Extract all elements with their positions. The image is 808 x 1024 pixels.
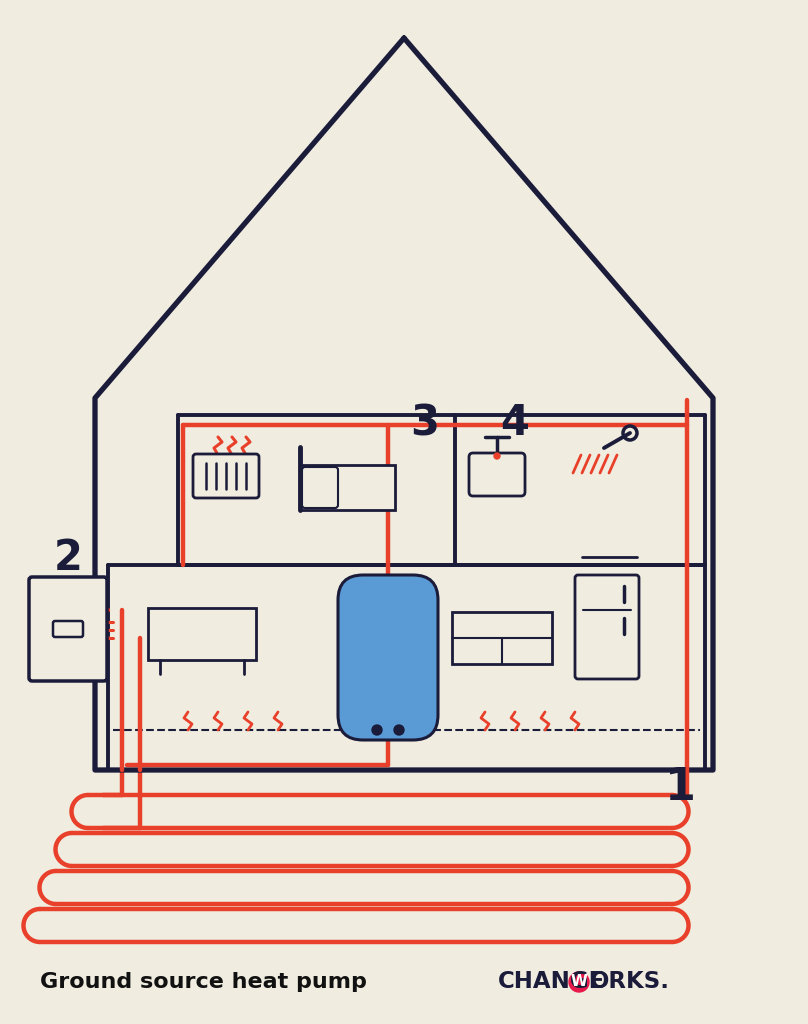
Text: ORKS.: ORKS. [590, 971, 670, 993]
FancyBboxPatch shape [452, 612, 552, 664]
Text: 2: 2 [53, 537, 82, 579]
FancyBboxPatch shape [193, 454, 259, 498]
FancyBboxPatch shape [148, 608, 256, 660]
Text: 4: 4 [501, 402, 529, 444]
FancyBboxPatch shape [575, 575, 639, 679]
Circle shape [494, 453, 500, 459]
Text: 1: 1 [664, 766, 696, 809]
FancyBboxPatch shape [53, 621, 83, 637]
FancyBboxPatch shape [29, 577, 107, 681]
Circle shape [372, 725, 382, 735]
Text: CHANGE: CHANGE [498, 971, 605, 993]
Text: Ground source heat pump: Ground source heat pump [40, 972, 367, 992]
Text: W: W [570, 975, 587, 989]
FancyBboxPatch shape [338, 575, 438, 740]
Circle shape [394, 725, 404, 735]
FancyBboxPatch shape [469, 453, 525, 496]
FancyBboxPatch shape [302, 467, 338, 508]
Circle shape [569, 972, 589, 992]
Text: 3: 3 [410, 402, 440, 444]
FancyBboxPatch shape [300, 465, 395, 510]
